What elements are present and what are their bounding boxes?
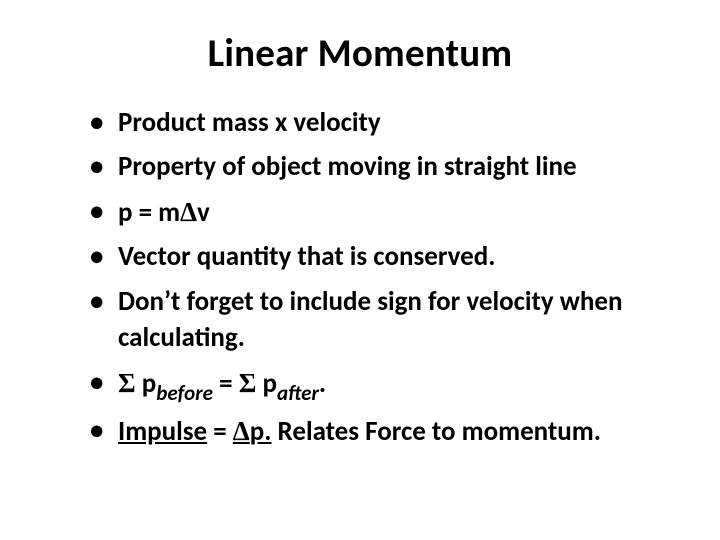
underline-impulse: Impulse (118, 415, 207, 448)
bullet-text: Product mass x velocity (118, 106, 381, 139)
bullet-item-1: Product mass x velocity (90, 105, 680, 141)
bullet-list: Product mass x velocity Property of obje… (40, 105, 680, 451)
bullet-item-2: Property of object moving in straight li… (90, 149, 680, 185)
bullet-item-4: Vector quantity that is conserved. (90, 239, 680, 275)
delta-symbol: Δ (233, 416, 250, 446)
bullet-item-3: p = mΔv (90, 194, 680, 231)
sigma-symbol: Σ (118, 368, 136, 398)
bullet-text: Vector quantity that is conserved. (118, 240, 495, 273)
slide: Linear Momentum Product mass x velocity … (0, 0, 720, 540)
bullet-text-pre: p = m (118, 196, 180, 229)
bullet-item-5: Don’t forget to include sign for velocit… (90, 284, 680, 357)
subscript-after: after (277, 380, 319, 406)
eq-text: = (207, 415, 233, 448)
dot-text: . (319, 367, 326, 400)
bullet-text-post: v (197, 196, 210, 229)
bullet-text: Property of object moving in straight li… (118, 150, 577, 183)
sigma-symbol: Σ (239, 368, 257, 398)
underline-p: p. (250, 415, 272, 448)
eq-text: = (213, 367, 239, 400)
subscript-before: before (156, 380, 213, 406)
p-text: p (136, 367, 157, 400)
delta-symbol: Δ (180, 197, 197, 227)
tail-text: Relates Force to momentum. (271, 415, 601, 448)
bullet-item-7: Impulse = Δp. Relates Force to momentum. (90, 413, 680, 450)
p-text: p (256, 367, 277, 400)
bullet-text: Don’t forget to include sign for velocit… (118, 285, 622, 354)
bullet-item-6: Σ pbefore = Σ pafter. (90, 365, 680, 406)
slide-title: Linear Momentum (40, 30, 680, 77)
